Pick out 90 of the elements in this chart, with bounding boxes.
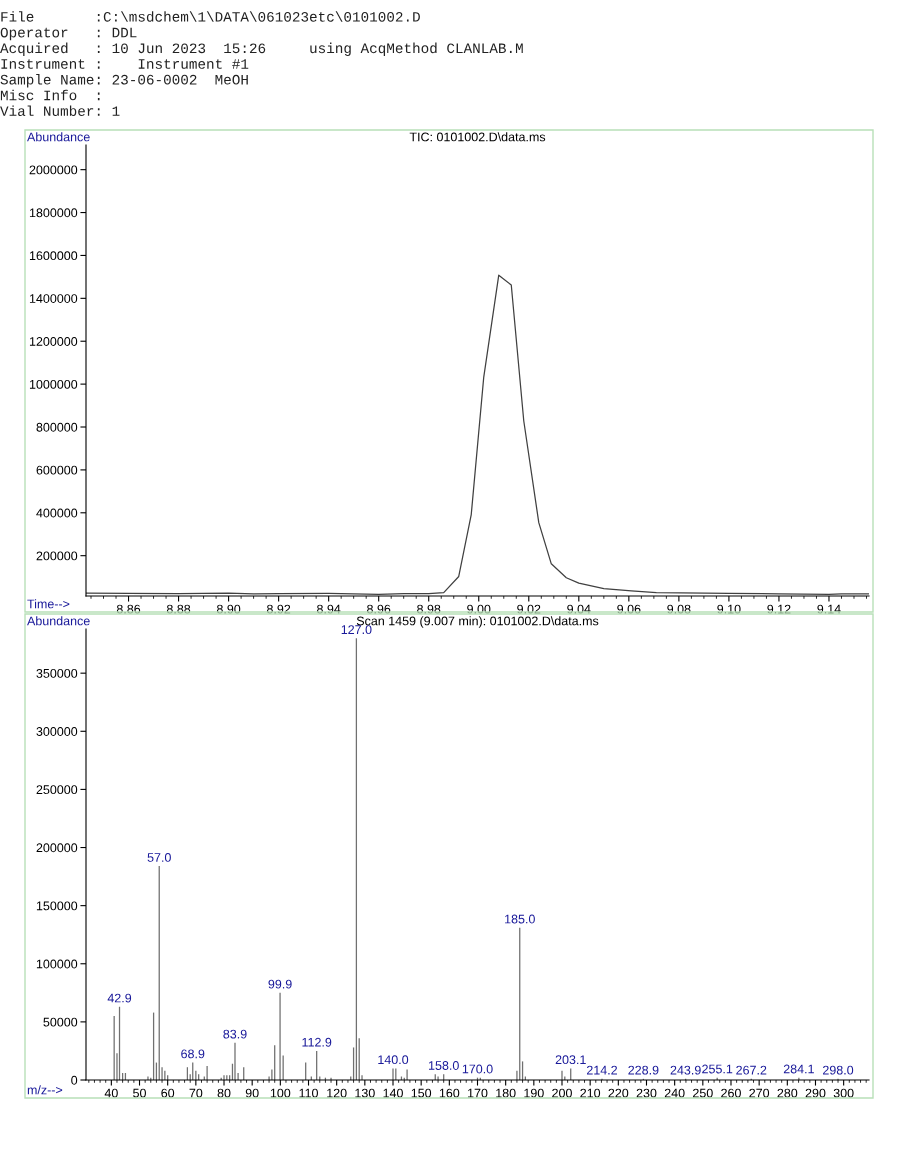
y-tick-label: 600000 (36, 465, 78, 475)
x-tick-label: 9.04 (567, 604, 591, 614)
x-tick-label: 8.92 (267, 604, 291, 614)
chart-title: TIC: 0101002.D\data.ms (409, 132, 546, 142)
x-axis-title: m/z--> (27, 1085, 63, 1095)
x-tick-label: 9.10 (717, 604, 741, 614)
annotation: 298.0 (823, 1065, 854, 1075)
y-tick-label: 150000 (36, 901, 78, 911)
x-tick-label: 100 (270, 1088, 291, 1098)
x-tick-label: 8.96 (367, 604, 391, 614)
y-tick-label: 250000 (36, 785, 78, 795)
x-tick-label: 9.00 (467, 604, 491, 614)
x-tick-label: 220 (608, 1088, 629, 1098)
x-tick-label: 300 (833, 1088, 854, 1098)
x-tick-label: 150 (411, 1088, 432, 1098)
x-tick-label: 9.06 (617, 604, 641, 614)
y-tick-label: 800000 (36, 422, 78, 432)
y-tick-label: 1800000 (29, 208, 78, 218)
x-tick-label: 250 (693, 1088, 713, 1098)
y-tick-label: 350000 (36, 668, 78, 678)
text: Operator : DDL (0, 27, 137, 41)
y-tick-label: 100000 (36, 959, 78, 969)
annotation: 170.0 (462, 1064, 493, 1074)
y-tick-label: 300000 (36, 727, 78, 736)
annotation: 267.2 (736, 1065, 767, 1075)
x-tick-label: 9.02 (517, 604, 541, 614)
x-tick-label: 90 (245, 1088, 259, 1098)
annotation: 112.9 (302, 1037, 332, 1047)
x-tick-label: 270 (749, 1088, 770, 1098)
annotation: 284.1 (783, 1064, 814, 1074)
annotation: 214.2 (586, 1065, 618, 1075)
annotation: 99.9 (268, 979, 292, 989)
x-tick-label: 120 (327, 1088, 347, 1098)
annotation: 185.0 (505, 914, 535, 924)
y-tick-label: 1400000 (29, 294, 78, 303)
x-tick-label: 9.08 (667, 604, 691, 614)
x-tick-label: 200 (552, 1088, 572, 1098)
annotation: 42.9 (107, 993, 132, 1003)
x-tick-label: 240 (664, 1088, 685, 1098)
annotation: 228.9 (628, 1065, 659, 1075)
x-tick-label: 280 (777, 1088, 798, 1098)
x-tick-label: 80 (217, 1088, 231, 1098)
y-tick-label: 200000 (36, 843, 78, 853)
x-tick-label: 110 (299, 1088, 318, 1098)
text: Instrument : Instrument #1 (1, 59, 249, 69)
y-axis-title: Abundance (27, 616, 90, 626)
annotation: 140.0 (378, 1055, 409, 1065)
y-axis-title: Abundance (27, 132, 90, 142)
y-tick-label: 1200000 (29, 337, 78, 346)
y-tick-label: 1000000 (29, 379, 78, 389)
x-tick-label: 8.90 (216, 604, 241, 614)
annotation: 158.0 (429, 1061, 459, 1070)
x-tick-label: 9.14 (817, 604, 841, 614)
y-tick-label: 200000 (36, 551, 78, 561)
text: Vial Number: 1 (0, 105, 120, 116)
annotation: 203.1 (555, 1055, 586, 1065)
x-tick-label: 9.12 (767, 604, 791, 614)
x-tick-label: 170 (468, 1088, 488, 1098)
x-tick-label: 130 (355, 1088, 375, 1098)
y-tick-label: 0 (71, 1075, 78, 1085)
x-tick-label: 290 (805, 1088, 826, 1098)
x-tick-label: 140 (383, 1088, 403, 1098)
y-tick-label: 50000 (43, 1017, 78, 1027)
x-tick-label: 8.98 (417, 604, 441, 614)
x-tick-label: 260 (721, 1088, 741, 1098)
x-tick-label: 8.88 (166, 604, 191, 614)
x-tick-label: 230 (636, 1088, 657, 1098)
x-tick-label: 40 (104, 1088, 118, 1098)
y-tick-label: 1600000 (29, 251, 78, 261)
x-tick-label: 8.94 (317, 604, 341, 614)
x-tick-label: 8.86 (116, 604, 141, 614)
x-tick-label: 60 (161, 1088, 175, 1098)
x-tick-label: 70 (189, 1088, 203, 1098)
x-tick-label: 160 (439, 1088, 460, 1098)
y-tick-label: 2000000 (29, 165, 78, 175)
x-tick-label: 50 (133, 1088, 146, 1098)
text: Acquired : 10 Jun 2023 15:26 using AcqMethod CLANLAB.M (0, 42, 523, 56)
annotation: 57.0 (147, 853, 171, 862)
annotation: 255.1 (702, 1064, 733, 1074)
annotation: 83.9 (223, 1029, 247, 1039)
annotation: 243.9 (670, 1065, 701, 1075)
text: Misc Info : (0, 89, 100, 101)
x-axis-title: Time--> (27, 599, 70, 609)
x-tick-label: 190 (524, 1088, 544, 1098)
x-tick-label: 180 (496, 1088, 516, 1098)
annotation: 68.9 (181, 1049, 205, 1059)
text: File :C:\msdchem\1\DATA\061023etc\0101002.D (1, 11, 420, 22)
x-tick-label: 210 (580, 1088, 601, 1098)
text: Sample Name: 23-06-0002 MeOH (0, 74, 248, 88)
y-tick-label: 400000 (36, 508, 78, 518)
